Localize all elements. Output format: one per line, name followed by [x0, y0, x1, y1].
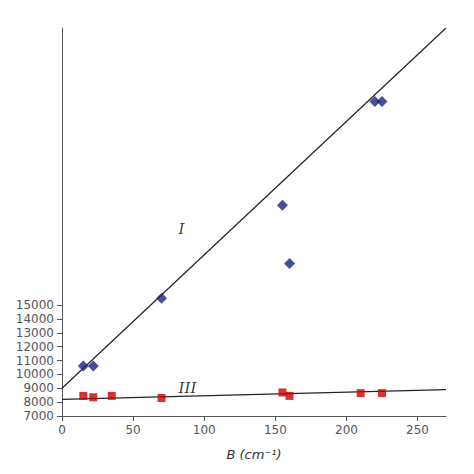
svg-text:B (cm⁻¹): B (cm⁻¹) [226, 447, 281, 462]
svg-text:7000: 7000 [23, 409, 54, 423]
svg-text:14000: 14000 [16, 312, 54, 326]
svg-text:III: III [178, 379, 198, 397]
svg-text:8000: 8000 [23, 395, 54, 409]
svg-text:100: 100 [193, 423, 216, 437]
svg-text:15000: 15000 [16, 298, 54, 312]
svg-text:250: 250 [406, 423, 429, 437]
svg-text:I: I [178, 220, 186, 238]
svg-text:0: 0 [58, 423, 66, 437]
svg-text:12000: 12000 [16, 340, 54, 354]
svg-text:13000: 13000 [16, 326, 54, 340]
svg-text:10000: 10000 [16, 367, 54, 381]
svg-text:11000: 11000 [16, 354, 54, 368]
svg-text:150: 150 [264, 423, 287, 437]
svg-text:9000: 9000 [23, 381, 54, 395]
svg-text:200: 200 [335, 423, 358, 437]
svg-text:50: 50 [125, 423, 140, 437]
